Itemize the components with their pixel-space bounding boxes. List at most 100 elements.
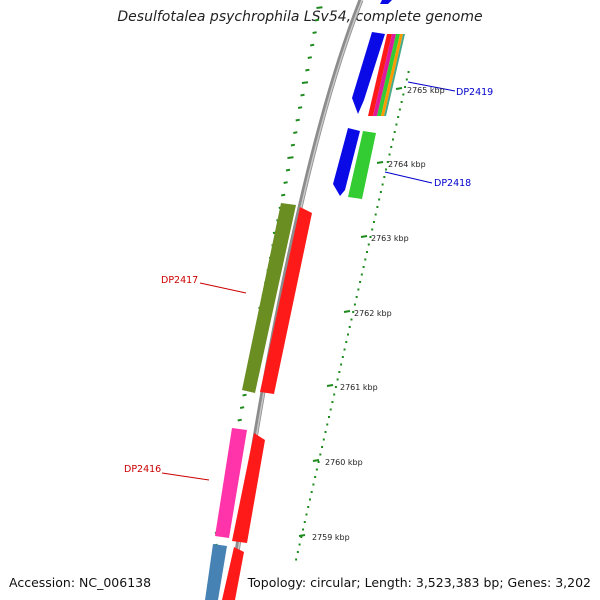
left-tick-mark bbox=[305, 68, 310, 72]
gene-label-dp2419[interactable]: DP2419 bbox=[456, 87, 493, 98]
dp2418-leader-line bbox=[384, 171, 433, 184]
left-tick-mark bbox=[283, 181, 288, 184]
left-tick-mark bbox=[307, 56, 312, 59]
right-tick-dot bbox=[397, 116, 400, 118]
major-tick-mark bbox=[298, 534, 306, 537]
major-tick-mark bbox=[343, 310, 351, 313]
right-tick-dot bbox=[357, 288, 360, 291]
kbp-label-2763: 2763 kbp bbox=[371, 234, 409, 243]
kbp-label-2761: 2761 kbp bbox=[340, 383, 378, 392]
right-tick-dot bbox=[331, 401, 334, 403]
left-tick-mark bbox=[295, 118, 300, 122]
right-tick-dot bbox=[386, 161, 389, 163]
right-tick-dot bbox=[393, 131, 396, 133]
right-tick-dot bbox=[300, 536, 303, 538]
map-title: Desulfotalea psychrophila LSv54, complet… bbox=[117, 9, 483, 25]
gene-steelblue-bottom[interactable] bbox=[205, 544, 227, 600]
gene-stack-red[interactable] bbox=[368, 34, 392, 116]
gene-red-bottom[interactable] bbox=[222, 547, 244, 600]
right-tick-dot bbox=[381, 183, 384, 186]
dp2417-leader-line bbox=[199, 282, 247, 294]
kbp-label-2764: 2764 kbp bbox=[388, 160, 426, 169]
left-tick-mark bbox=[239, 406, 245, 409]
right-tick-dot bbox=[376, 206, 379, 208]
right-tick-dot bbox=[319, 453, 322, 456]
right-tick-dot bbox=[400, 101, 403, 103]
kbp-label-2762: 2762 kbp bbox=[354, 309, 392, 318]
right-tick-dot bbox=[315, 468, 318, 471]
right-tick-dot bbox=[340, 363, 343, 366]
gene-dp2417-red-arrow[interactable] bbox=[260, 207, 312, 394]
gene-stack-orange[interactable] bbox=[381, 34, 403, 116]
right-tick-dot bbox=[367, 243, 370, 246]
gene-stack-magenta[interactable] bbox=[373, 34, 396, 116]
right-tick-dot bbox=[347, 333, 350, 336]
right-tick-dot bbox=[398, 108, 401, 111]
accession-label: Accession: NC_006138 bbox=[9, 575, 152, 590]
right-tick-dot bbox=[388, 153, 391, 156]
right-tick-dot bbox=[333, 393, 336, 396]
right-tick-dot bbox=[353, 303, 356, 306]
right-tick-dot bbox=[402, 93, 405, 96]
kbp-label-2759: 2759 kbp bbox=[312, 533, 350, 542]
right-tick-dot bbox=[407, 71, 410, 73]
right-tick-dot bbox=[312, 483, 315, 486]
right-tick-dot bbox=[390, 146, 393, 148]
right-tick-dot bbox=[326, 423, 329, 426]
gene-dp2418-green-arrow[interactable] bbox=[348, 131, 376, 199]
kbp-label-2760: 2760 kbp bbox=[325, 458, 363, 467]
gene-dp2416-pink-arrow[interactable] bbox=[215, 428, 247, 538]
right-tick-dot bbox=[308, 498, 311, 501]
left-tick-mark bbox=[314, 18, 320, 22]
left-tick-mark bbox=[285, 168, 291, 172]
right-tick-dot bbox=[359, 281, 362, 283]
left-tick-mark bbox=[297, 106, 303, 109]
right-tick-dot bbox=[327, 416, 330, 418]
right-tick-dot bbox=[307, 506, 310, 508]
left-tick-mark bbox=[312, 31, 317, 34]
right-tick-dot bbox=[360, 273, 363, 276]
dp2416-leader-line bbox=[161, 472, 210, 481]
gene-stack-green[interactable] bbox=[377, 34, 400, 116]
right-tick-dot bbox=[338, 371, 341, 373]
right-tick-dot bbox=[305, 513, 308, 516]
major-tick-mark bbox=[360, 235, 368, 238]
right-tick-dot bbox=[374, 213, 377, 216]
right-tick-dot bbox=[378, 198, 381, 201]
right-tick-dot bbox=[385, 168, 388, 171]
dp2419-leader-line bbox=[407, 81, 456, 92]
gene-dp2418-blue-arrow[interactable] bbox=[333, 128, 360, 196]
left-tick-mark bbox=[290, 143, 296, 147]
gene-stack-teal[interactable] bbox=[384, 34, 405, 116]
gene-dp2416-red-arrow[interactable] bbox=[232, 433, 265, 543]
right-tick-dot bbox=[364, 258, 367, 261]
right-tick-dot bbox=[372, 221, 375, 223]
right-tick-dot bbox=[298, 543, 301, 546]
gene-label-dp2416[interactable]: DP2416 bbox=[124, 464, 161, 475]
gene-label-dp2417[interactable]: DP2417 bbox=[161, 275, 198, 286]
right-tick-dot bbox=[355, 296, 358, 298]
gene-dp2419-blue-arrow[interactable] bbox=[352, 32, 385, 114]
gene-dp2417-olive-arrow[interactable] bbox=[242, 203, 296, 393]
left-tick-mark bbox=[316, 6, 323, 9]
right-tick-dot bbox=[371, 228, 374, 231]
major-tick-mark bbox=[395, 87, 403, 90]
gene-blue-top-stub[interactable] bbox=[380, 0, 392, 4]
right-tick-dot bbox=[352, 311, 355, 313]
left-tick-mark bbox=[301, 81, 309, 84]
right-tick-dot bbox=[350, 318, 353, 321]
left-tick-mark bbox=[287, 156, 294, 159]
right-tick-dot bbox=[348, 326, 351, 328]
right-tick-dot bbox=[343, 348, 346, 351]
topology-label: Topology: circular; Length: 3,523,383 bp… bbox=[247, 575, 591, 590]
major-tick-mark bbox=[376, 161, 384, 164]
right-tick-dot bbox=[310, 491, 313, 493]
gene-label-dp2418[interactable]: DP2418 bbox=[434, 178, 471, 189]
right-tick-dot bbox=[404, 86, 407, 88]
right-tick-dot bbox=[379, 191, 382, 193]
left-tick-mark bbox=[237, 418, 242, 422]
right-tick-dot bbox=[336, 378, 339, 381]
left-tick-mark bbox=[293, 131, 298, 134]
